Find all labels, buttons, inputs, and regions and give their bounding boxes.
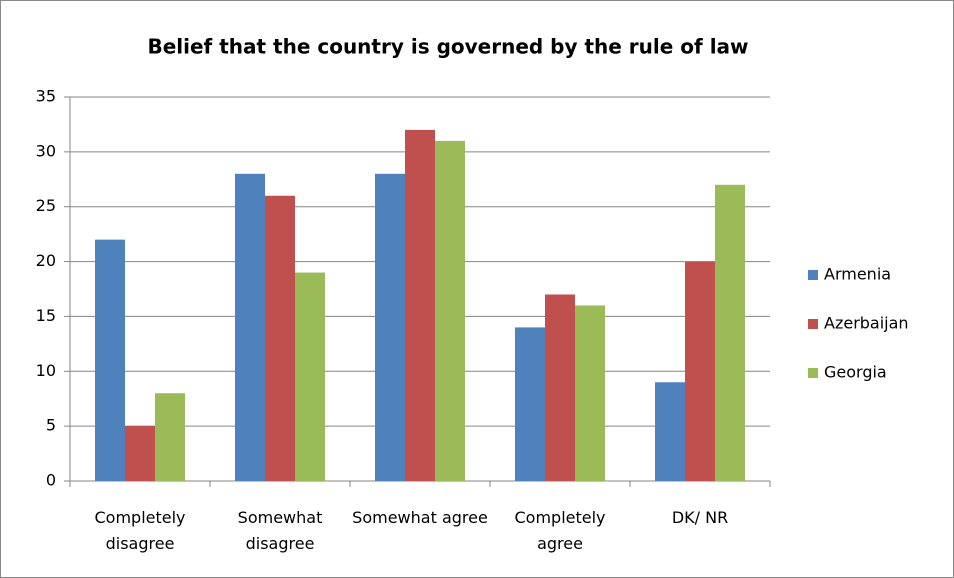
- chart-title: Belief that the country is governed by t…: [147, 35, 748, 59]
- legend-label: Armenia: [824, 265, 891, 284]
- bar: [265, 195, 295, 481]
- legend-swatch: [808, 368, 818, 378]
- bar: [375, 173, 405, 482]
- legend-swatch: [808, 270, 818, 280]
- y-tick-label: 10: [36, 361, 56, 380]
- x-tick-label: Somewhat agree: [352, 508, 488, 527]
- legend-label: Georgia: [824, 363, 887, 382]
- legend-label: Azerbaijan: [824, 314, 909, 333]
- y-tick-label: 30: [36, 141, 56, 160]
- bar: [715, 184, 745, 481]
- y-tick-label: 25: [36, 196, 56, 215]
- bar: [295, 272, 325, 481]
- legend-swatch: [808, 319, 818, 329]
- bar: [435, 140, 465, 481]
- bar: [155, 393, 185, 481]
- bar: [575, 305, 605, 481]
- x-tick-label: Completely agree: [514, 508, 606, 553]
- bar: [515, 327, 545, 481]
- bar: [125, 426, 155, 481]
- bar: [655, 382, 685, 481]
- bar: [685, 261, 715, 481]
- y-tick-label: 35: [36, 87, 56, 106]
- y-tick-label: 5: [46, 416, 56, 435]
- y-tick-label: 0: [46, 471, 56, 490]
- y-tick-label: 20: [36, 251, 56, 270]
- x-tick-label: Somewhat disagree: [237, 508, 323, 553]
- y-tick-label: 15: [36, 306, 56, 325]
- x-tick-label: DK/ NR: [671, 508, 729, 527]
- bar: [235, 173, 265, 482]
- bar: [405, 129, 435, 481]
- bar: [95, 239, 125, 481]
- bar: [545, 294, 575, 481]
- x-tick-label: Completely disagree: [94, 508, 186, 553]
